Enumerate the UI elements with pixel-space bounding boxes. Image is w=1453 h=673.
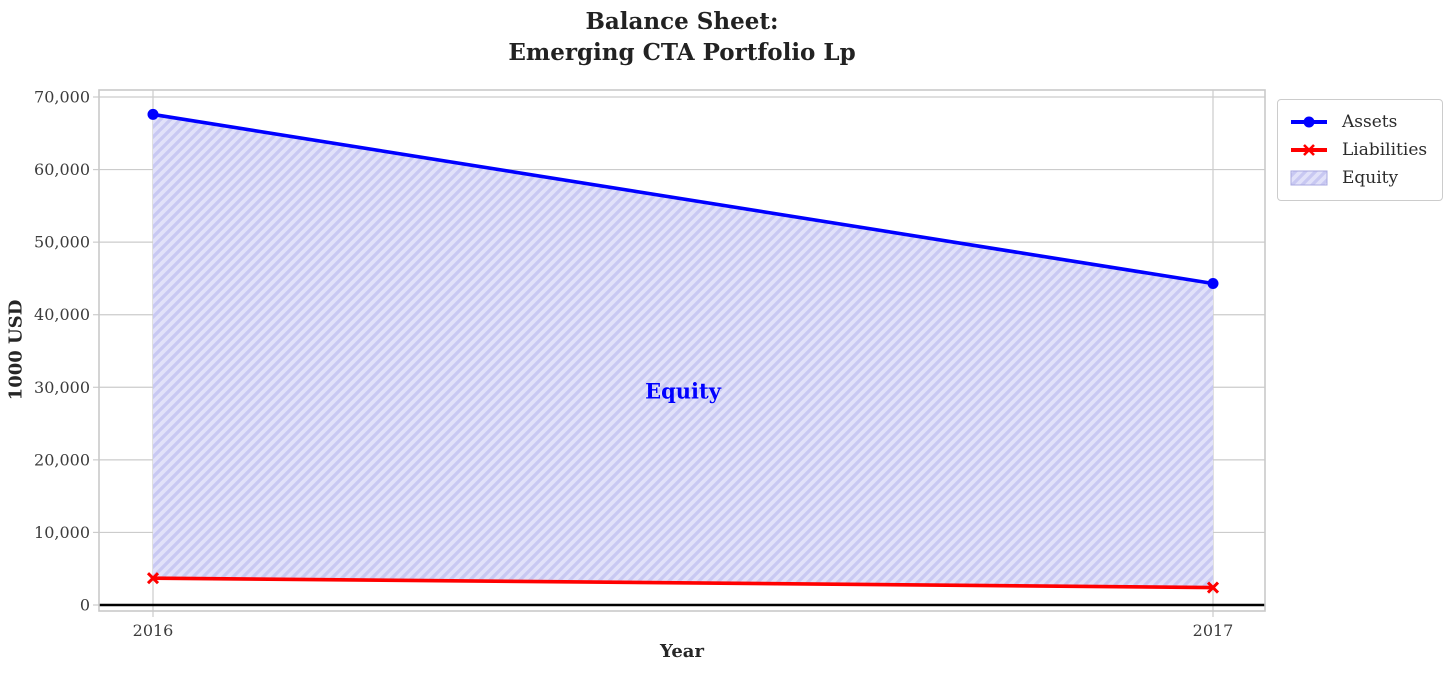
svg-text:60,000: 60,000 [34, 160, 90, 179]
y-axis-label: 1000 USD [5, 299, 27, 401]
svg-text:40,000: 40,000 [34, 305, 90, 324]
legend-item-assets: Assets [1288, 108, 1432, 136]
svg-text:50,000: 50,000 [34, 233, 90, 252]
chart-title-line2: Emerging CTA Portfolio Lp [508, 39, 856, 66]
legend-label-equity: Equity [1342, 168, 1399, 188]
legend-label-assets: Assets [1342, 112, 1398, 132]
equity-area-annotation: Equity [645, 378, 721, 404]
chart-title-line1: Balance Sheet: [585, 8, 779, 35]
equity-area [153, 114, 1213, 588]
svg-text:10,000: 10,000 [34, 523, 90, 542]
equity-patch-swatch-icon [1290, 170, 1328, 186]
svg-text:2017: 2017 [1193, 621, 1234, 640]
legend-label-liabilities: Liabilities [1342, 140, 1428, 160]
plot-border [98, 89, 1266, 612]
legend-item-liabilities: Liabilities [1288, 136, 1432, 164]
svg-text:2016: 2016 [133, 621, 174, 640]
svg-text:70,000: 70,000 [34, 88, 90, 107]
svg-text:30,000: 30,000 [34, 378, 90, 397]
tick-labels: 0 10,000 20,000 30,000 40,000 50,000 60,000 70,… [34, 88, 1233, 641]
legend: Assets Liabilities Equity [1277, 99, 1443, 201]
chart-title: Balance Sheet: Emerging CTA Portfolio Lp [99, 6, 1265, 68]
series-lines [146, 108, 1220, 594]
assets-line-swatch-icon [1291, 116, 1327, 128]
liabilities-line-swatch-icon [1291, 144, 1327, 156]
svg-text:20,000: 20,000 [34, 450, 90, 469]
x-axis-label: Year [660, 641, 704, 662]
legend-item-equity: Equity [1288, 164, 1432, 192]
svg-text:0: 0 [80, 596, 90, 615]
